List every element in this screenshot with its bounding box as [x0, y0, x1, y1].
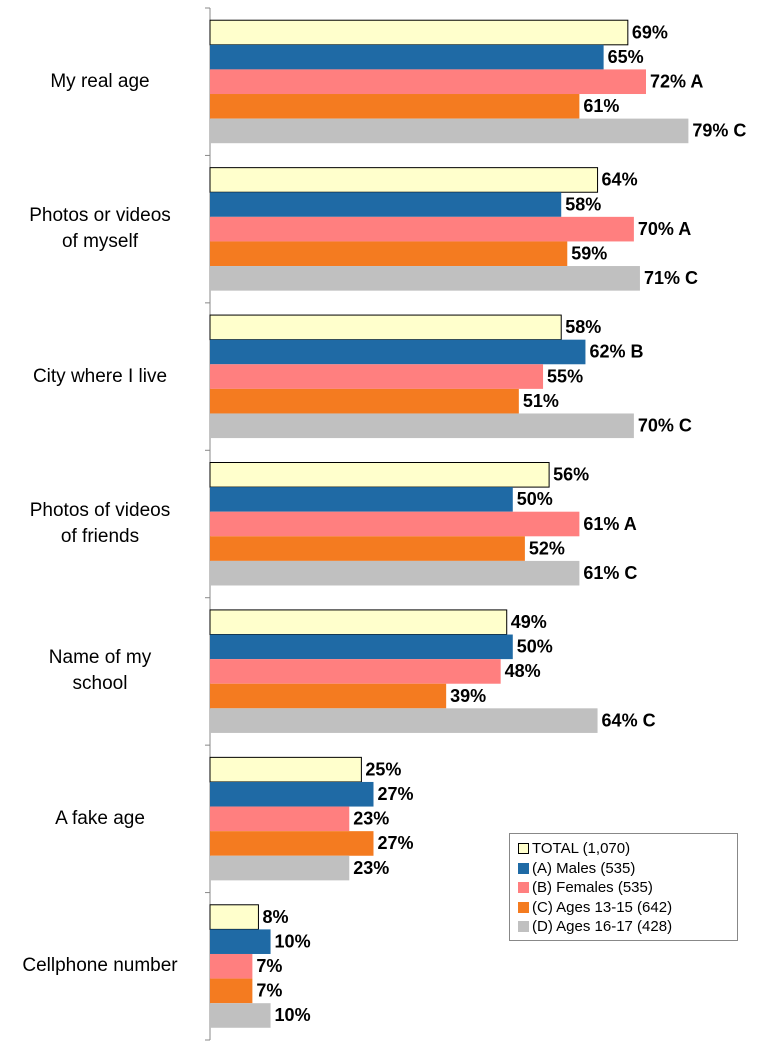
value-label: 10%	[275, 931, 311, 951]
category-label: Name of my school	[48, 647, 152, 695]
legend-swatch	[518, 901, 529, 913]
legend-item: (A) Males (535)	[518, 859, 737, 879]
bar	[210, 511, 580, 537]
category-label: My real age	[50, 70, 150, 92]
value-label: 25%	[365, 759, 401, 779]
category-label: Cellphone number	[22, 955, 178, 977]
bar	[210, 266, 640, 291]
legend-label: TOTAL (1,070)	[532, 840, 631, 858]
legend-item: (D) Ages 16-17 (428)	[518, 917, 737, 937]
bar	[210, 388, 519, 414]
legend-swatch	[518, 843, 529, 855]
value-label: 48%	[505, 661, 541, 681]
legend-item: TOTAL (1,070)	[518, 839, 737, 859]
bar	[210, 978, 253, 1004]
bar	[210, 44, 604, 70]
value-label: 72% A	[650, 71, 703, 91]
bar	[210, 953, 253, 979]
category-label: Photos of videos of friends	[29, 500, 171, 547]
bar	[210, 118, 689, 144]
bar	[210, 413, 634, 439]
value-label: 61% C	[583, 563, 637, 583]
bar	[210, 708, 598, 733]
legend-label: (D) Ages 16-17 (428)	[532, 918, 673, 936]
value-label: 61% A	[583, 514, 636, 534]
category-label: City where I live	[32, 365, 168, 387]
value-label: 7%	[256, 956, 282, 976]
bar	[209, 609, 508, 636]
value-label: 65%	[608, 47, 644, 67]
value-label: 27%	[378, 833, 414, 853]
bar	[209, 19, 629, 46]
legend-label: (C) Ages 13-15 (642)	[532, 898, 673, 916]
bar	[210, 560, 580, 586]
legend-swatch	[518, 862, 529, 874]
value-label: 23%	[353, 809, 389, 829]
value-label: 51%	[523, 391, 559, 411]
value-label: 49%	[511, 612, 547, 632]
bar	[210, 536, 525, 561]
category-label: A fake age	[55, 807, 145, 829]
legend: TOTAL (1,070) (A) Males (535) (B) Females …	[509, 833, 738, 941]
value-label: 58%	[565, 194, 601, 214]
bar	[209, 904, 259, 930]
bar	[210, 831, 374, 856]
bar	[210, 781, 374, 807]
legend-item: (B) Females (535)	[518, 878, 737, 898]
value-label: 64% C	[602, 710, 656, 730]
value-label: 59%	[571, 243, 607, 263]
value-label: 69%	[632, 22, 668, 42]
bar	[210, 216, 634, 242]
category-label: Photos or videos of myself	[29, 205, 171, 253]
bar	[210, 339, 586, 365]
legend-item: (C) Ages 13-15 (642)	[518, 898, 737, 918]
value-label: 70% A	[638, 219, 691, 239]
bar	[210, 929, 271, 954]
value-label: 50%	[517, 637, 553, 657]
bar	[210, 806, 350, 832]
bar	[210, 364, 544, 389]
bar	[210, 659, 501, 684]
bar	[210, 241, 568, 267]
bar	[209, 756, 362, 783]
value-label: 8%	[262, 907, 288, 927]
bar	[210, 855, 350, 881]
value-label: 27%	[378, 784, 414, 804]
value-label: 71% C	[644, 268, 698, 288]
legend-swatch	[518, 882, 529, 894]
value-label: 55%	[547, 366, 583, 386]
bar	[209, 462, 550, 488]
value-label: 23%	[353, 858, 389, 878]
bar	[210, 1003, 271, 1028]
bar	[210, 487, 513, 512]
bar	[210, 192, 562, 217]
bar	[210, 634, 513, 660]
bar	[209, 314, 562, 341]
legend-label: (A) Males (535)	[532, 859, 636, 877]
legend-swatch	[518, 921, 529, 933]
value-label: 10%	[275, 1005, 311, 1025]
value-label: 52%	[529, 538, 565, 558]
value-label: 39%	[450, 686, 486, 706]
bar	[210, 94, 580, 119]
legend-label: (B) Females (535)	[532, 879, 653, 897]
value-label: 79% C	[692, 121, 746, 141]
value-label: 64%	[602, 170, 638, 190]
value-label: 7%	[256, 981, 282, 1001]
value-label: 70% C	[638, 416, 692, 436]
value-label: 58%	[565, 317, 601, 337]
value-label: 56%	[553, 465, 589, 485]
value-label: 62% B	[589, 342, 643, 362]
bar	[210, 69, 646, 95]
bar	[209, 167, 599, 193]
bar	[210, 683, 447, 709]
value-label: 50%	[517, 489, 553, 509]
value-label: 61%	[583, 96, 619, 116]
